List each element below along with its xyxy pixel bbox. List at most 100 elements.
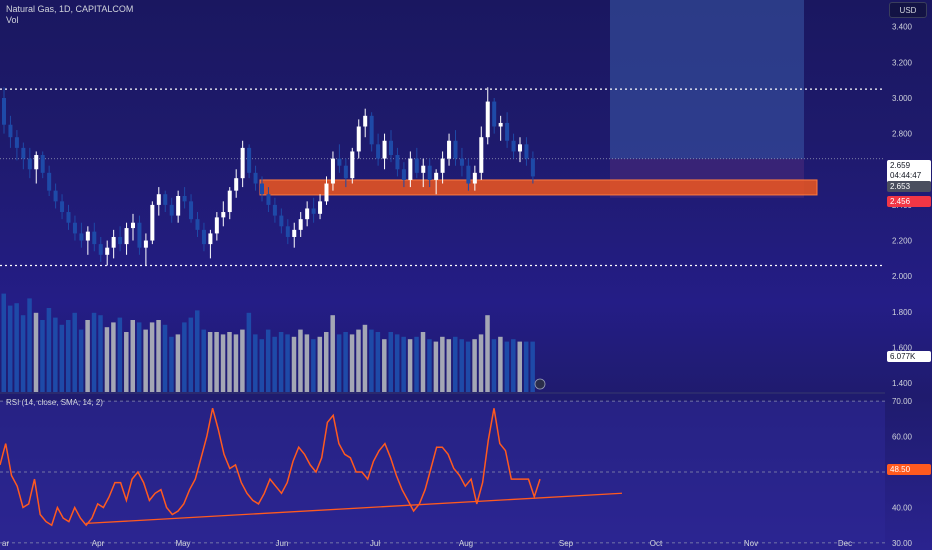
volume-bar [117, 317, 123, 392]
candle-body [324, 183, 329, 202]
price-tick: 3.200 [892, 58, 913, 67]
volume-bar [46, 308, 52, 392]
candle-body [169, 204, 174, 216]
candle-body [318, 201, 323, 214]
time-tick: Dec [838, 539, 852, 548]
candle-body [421, 165, 426, 173]
time-axis: ar Apr May Jun Jul Aug Sep Oct Nov Dec [2, 539, 852, 548]
candle-body [98, 244, 103, 255]
volume-bar [182, 322, 187, 392]
time-tick: Jul [370, 539, 380, 548]
volume-bar [465, 341, 471, 392]
volume-bar [253, 334, 258, 392]
currency-button[interactable]: USD [889, 2, 927, 18]
volume-bar [388, 332, 393, 392]
candle-body [427, 165, 432, 180]
volume-bar [459, 339, 464, 392]
volume-bar [111, 322, 116, 392]
volume-bar [407, 339, 413, 392]
rsi-tick: 30.00 [892, 539, 913, 548]
candle-body [124, 228, 129, 245]
candle-body [14, 137, 19, 148]
candle-body [272, 204, 277, 216]
candle-body [369, 115, 374, 145]
volume-bar [440, 336, 445, 392]
volume-bar [343, 332, 348, 392]
candle-body [311, 208, 316, 214]
legend: Natural Gas, 1D, CAPITALCOM Vol [6, 4, 133, 26]
volume-bar [530, 341, 535, 392]
candle-body [40, 155, 45, 173]
candle-body [247, 147, 252, 173]
rsi-pane [0, 400, 885, 544]
candle-body [208, 233, 213, 245]
candle-body [253, 172, 258, 184]
volume-bar [1, 293, 6, 392]
rsi-value-badge: 48.50 [887, 464, 931, 475]
candle-body [447, 140, 452, 159]
price-tick: 2.000 [892, 272, 913, 281]
projection-target-area [610, 0, 804, 159]
candle-body [92, 231, 97, 245]
ask-price-badge: 2.653 [887, 181, 931, 192]
volume-bar [40, 320, 45, 392]
candle-body [298, 219, 303, 230]
volume-bar [401, 336, 406, 392]
symbol-title[interactable]: Natural Gas, 1D, CAPITALCOM [6, 4, 134, 14]
rsi-legend[interactable]: RSI (14, close, SMA, 14, 2) [6, 398, 103, 407]
candle-body [143, 240, 148, 248]
candle-body [401, 169, 406, 180]
candles [2, 87, 535, 266]
bar-countdown: 04:44:47 [890, 171, 922, 180]
time-tick: Nov [744, 539, 758, 548]
last-price-badge: 2.659 04:44:47 [887, 160, 931, 183]
rsi-tick: 70.00 [892, 397, 913, 406]
candle-body [2, 98, 6, 125]
volume-bar [66, 320, 71, 392]
volume-bar [375, 332, 381, 392]
volume-bar [446, 339, 452, 392]
volume-bar [336, 334, 342, 392]
volume-bar [491, 339, 497, 392]
candle-body [518, 144, 522, 152]
volume-bar [265, 329, 271, 392]
candle-body [395, 155, 400, 170]
volume-bar [227, 332, 232, 392]
volume-bar [356, 329, 361, 392]
volume-bar [433, 341, 439, 392]
time-tick: Apr [92, 539, 105, 548]
candle-body [453, 140, 458, 159]
volume-bar [207, 332, 213, 392]
candle-body [285, 226, 290, 237]
volume-bar [124, 332, 129, 392]
volume-bar [27, 298, 32, 392]
candle-body [485, 101, 490, 138]
support-level-badge: 2.456 [887, 196, 931, 207]
volume-bar [220, 334, 226, 392]
rsi-trendline [85, 492, 623, 525]
candle-body [201, 229, 206, 245]
volume-bar [259, 339, 264, 392]
candle-body [189, 201, 194, 220]
rsi-tick: 40.00 [892, 503, 913, 512]
volume-legend[interactable]: Vol [6, 15, 19, 25]
candle-body [60, 201, 65, 213]
candle-body [376, 144, 381, 159]
volume-bar [420, 332, 426, 392]
candle-body [150, 204, 155, 241]
candle-body [176, 196, 181, 216]
volume-bar [478, 334, 484, 392]
candle-body [105, 247, 110, 255]
candle-body [498, 122, 503, 127]
candle-body [260, 183, 264, 195]
pane-separator[interactable] [0, 392, 885, 394]
volume-bar [349, 334, 355, 392]
candle-body [156, 194, 161, 205]
price-tick: 1.800 [892, 308, 913, 317]
candle-body [350, 151, 355, 179]
candle-body [266, 194, 271, 205]
volume-bar [136, 322, 142, 392]
volume-bar [156, 320, 161, 392]
support-zone [259, 179, 818, 196]
